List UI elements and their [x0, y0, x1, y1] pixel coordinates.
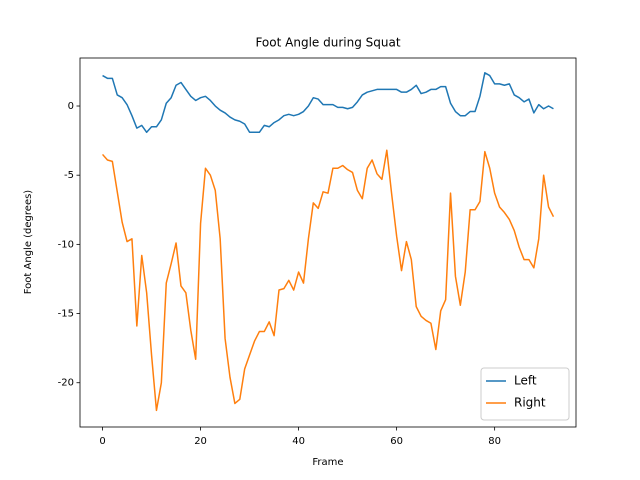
x-tick-label: 80: [488, 436, 501, 447]
line-series: [102, 72, 554, 134]
x-axis-label: Frame: [312, 457, 343, 468]
x-tick-label: 0: [99, 436, 105, 447]
legend-label: Left: [514, 374, 537, 388]
chart-title: Foot Angle during Squat: [255, 36, 400, 50]
y-tick-label: -15: [58, 309, 74, 320]
axes-frame: [79, 57, 577, 428]
y-tick-label: -5: [64, 170, 74, 181]
x-tick-label: 20: [194, 436, 207, 447]
legend-label: Right: [514, 396, 546, 410]
x-tick-label: 60: [390, 436, 403, 447]
y-axis-label: Foot Angle (degrees): [23, 190, 34, 295]
x-tick-label: 40: [292, 436, 305, 447]
y-tick-label: -10: [58, 239, 74, 250]
y-tick-label: 0: [68, 101, 74, 112]
y-tick-label: -20: [58, 378, 74, 389]
line-series: [101, 149, 555, 412]
plot-area: [101, 72, 555, 412]
